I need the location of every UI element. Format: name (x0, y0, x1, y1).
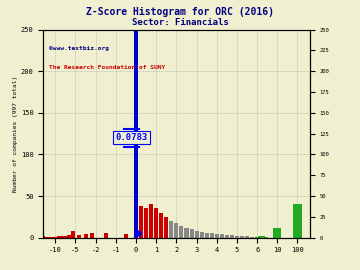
Text: Sector: Financials: Sector: Financials (132, 18, 228, 26)
Bar (144, 208, 148, 238)
Bar (174, 224, 179, 238)
Bar (37, 236, 45, 238)
Bar (194, 231, 199, 238)
Bar (260, 236, 264, 238)
Bar (77, 235, 81, 238)
Bar (45, 237, 53, 238)
Bar (149, 204, 153, 238)
Bar (169, 221, 174, 238)
Bar (240, 236, 244, 238)
Bar (210, 234, 214, 238)
Bar (220, 234, 224, 238)
Bar (84, 234, 87, 238)
Bar (199, 232, 204, 238)
Bar (293, 229, 302, 238)
Bar (293, 204, 302, 238)
Bar (124, 234, 128, 238)
Bar (245, 236, 249, 238)
Bar (184, 228, 189, 238)
Bar (63, 236, 67, 238)
Bar (104, 233, 108, 238)
Bar (225, 235, 229, 238)
Bar (273, 228, 282, 238)
Bar (71, 231, 76, 238)
Bar (164, 217, 168, 238)
Text: Z-Score Histogram for ORC (2016): Z-Score Histogram for ORC (2016) (86, 7, 274, 17)
Bar (204, 233, 209, 238)
Bar (250, 237, 254, 238)
Bar (261, 236, 265, 238)
Bar (57, 236, 66, 238)
Bar (256, 237, 260, 238)
Text: 0.0783: 0.0783 (116, 133, 148, 142)
Y-axis label: Number of companies (997 total): Number of companies (997 total) (13, 76, 18, 192)
Bar (264, 237, 268, 238)
Bar (235, 236, 239, 238)
Text: ©www.textbiz.org: ©www.textbiz.org (49, 46, 108, 51)
Bar (263, 237, 267, 238)
Bar (215, 234, 219, 238)
Bar (139, 206, 143, 238)
Bar (134, 30, 138, 238)
Bar (90, 234, 94, 238)
Bar (49, 237, 57, 238)
Bar (179, 226, 184, 238)
Bar (67, 235, 71, 238)
Bar (159, 213, 163, 238)
Text: The Research Foundation of SUNY: The Research Foundation of SUNY (49, 65, 165, 70)
Bar (53, 237, 61, 238)
Bar (154, 208, 158, 238)
Bar (230, 235, 234, 238)
Bar (255, 237, 259, 238)
Bar (189, 229, 194, 238)
Bar (41, 237, 49, 238)
Bar (259, 236, 263, 238)
Bar (258, 236, 262, 238)
